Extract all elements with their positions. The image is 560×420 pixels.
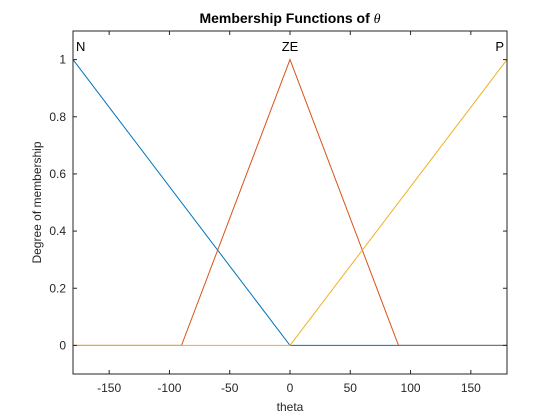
y-tick-label: 0 (59, 338, 66, 352)
mf-label-n: N (76, 39, 85, 54)
y-tick-label: 0.6 (49, 167, 66, 181)
x-axis: -150 -100 -50 0 50 100 150 (97, 31, 481, 395)
y-axis-label: Degree of membership (30, 141, 44, 263)
y-tick-label: 0.8 (49, 110, 66, 124)
x-tick-label: 150 (461, 381, 481, 395)
x-axis-label: theta (277, 400, 304, 414)
x-tick-label: 0 (287, 381, 294, 395)
series-layer (72, 58, 508, 346)
series-line-p (73, 59, 508, 346)
x-tick-label: 50 (344, 381, 358, 395)
x-tick-label: -150 (97, 381, 121, 395)
plot-area (73, 31, 507, 374)
y-axis: 0 0.2 0.4 0.6 0.8 1 (49, 53, 507, 352)
x-tick-label: -100 (157, 381, 181, 395)
chart-title-text: Membership Functions of (199, 10, 373, 26)
chart-title-symbol: θ (374, 12, 381, 27)
membership-labels: N ZE P (76, 39, 504, 54)
mf-label-ze: ZE (282, 39, 299, 54)
x-tick-label: 100 (401, 381, 421, 395)
chart-title: Membership Functions of θ (199, 10, 380, 27)
x-tick-label: -50 (221, 381, 239, 395)
y-tick-label: 1 (59, 53, 66, 67)
mf-label-p: P (495, 39, 504, 54)
y-tick-label: 0.4 (49, 224, 66, 238)
y-tick-label: 0.2 (49, 281, 66, 295)
axes-box (72, 30, 508, 375)
